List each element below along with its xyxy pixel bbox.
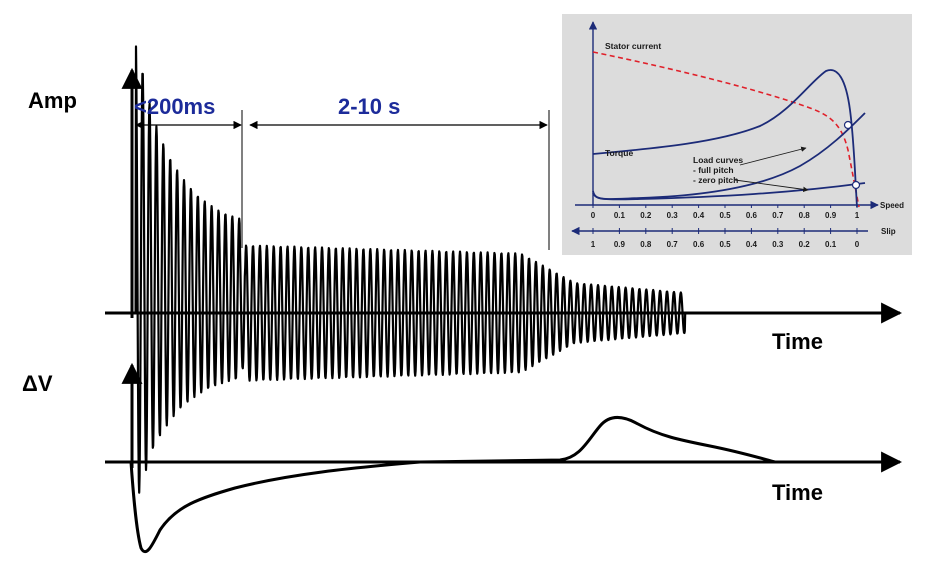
inrush-interval-label: <200ms (134, 94, 215, 119)
slip-tick-label: 0.9 (614, 240, 626, 249)
slip-tick-label: 0.1 (825, 240, 837, 249)
slip-tick-label: 1 (591, 240, 596, 249)
inset-background (562, 14, 912, 255)
slip-tick-label: 0.3 (772, 240, 784, 249)
slip-tick-label: 0.4 (746, 240, 758, 249)
time-axis-label-top: Time (772, 329, 823, 354)
voltage-dip-curve (129, 416, 776, 554)
slip-tick-label: 0.6 (693, 240, 705, 249)
slip-tick-label: 0.2 (799, 240, 811, 249)
speed-tick-label: 0.7 (772, 211, 784, 220)
speed-tick-label: 1 (855, 211, 860, 220)
stator-current-curve (592, 51, 860, 208)
operating-point-zero-pitch (851, 180, 861, 190)
torque-curve (592, 69, 858, 208)
amp-axis-label: Amp (28, 88, 77, 113)
slip-tick-label: 0.5 (719, 240, 731, 249)
speed-tick-label: 0.5 (719, 211, 731, 220)
inset-slip-tick-labels: 1 0.9 0.8 0.7 0.6 0.5 0.4 0.3 0.2 0.1 0 (591, 240, 860, 249)
load-curves-label: Load curves (693, 155, 743, 165)
slip-tick-label: 0.7 (667, 240, 679, 249)
full-pitch-label: - full pitch (693, 165, 734, 175)
speed-tick-label: 0.1 (614, 211, 626, 220)
speed-tick-label: 0.3 (667, 211, 679, 220)
speed-tick-label: 0.4 (693, 211, 705, 220)
speed-tick-label: 0.2 (640, 211, 652, 220)
inset-tick-marks (592, 205, 858, 234)
delta-v-axis-label: ΔV (22, 371, 53, 396)
slip-tick-label: 0.8 (640, 240, 652, 249)
load-curve-pointer-full (739, 146, 807, 166)
operating-point-full-pitch (843, 120, 853, 130)
speed-tick-label: 0 (591, 211, 596, 220)
startup-interval-label: 2-10 s (338, 94, 400, 119)
inset-speed-tick-labels: 0 0.1 0.2 0.3 0.4 0.5 0.6 0.7 0.8 0.9 1 (591, 211, 860, 220)
speed-tick-label: 0.8 (799, 211, 811, 220)
load-curve-pointer-zero (734, 179, 809, 193)
stator-current-label: Stator current (605, 41, 661, 51)
speed-tick-label: 0.6 (746, 211, 758, 220)
slip-axis-label: Slip (881, 227, 896, 236)
inrush-current-waveform (131, 45, 687, 494)
torque-label: Torque (605, 148, 633, 158)
speed-axis-label: Speed (880, 201, 904, 210)
speed-tick-label: 0.9 (825, 211, 837, 220)
zero-pitch-label: - zero pitch (693, 175, 738, 185)
time-axis-label-bottom: Time (772, 480, 823, 505)
load-curve-zero-pitch (592, 182, 866, 201)
torque-speed-inset: 0 0.1 0.2 0.3 0.4 0.5 0.6 0.7 0.8 0.9 1 … (562, 14, 912, 255)
slip-tick-label: 0 (855, 240, 860, 249)
